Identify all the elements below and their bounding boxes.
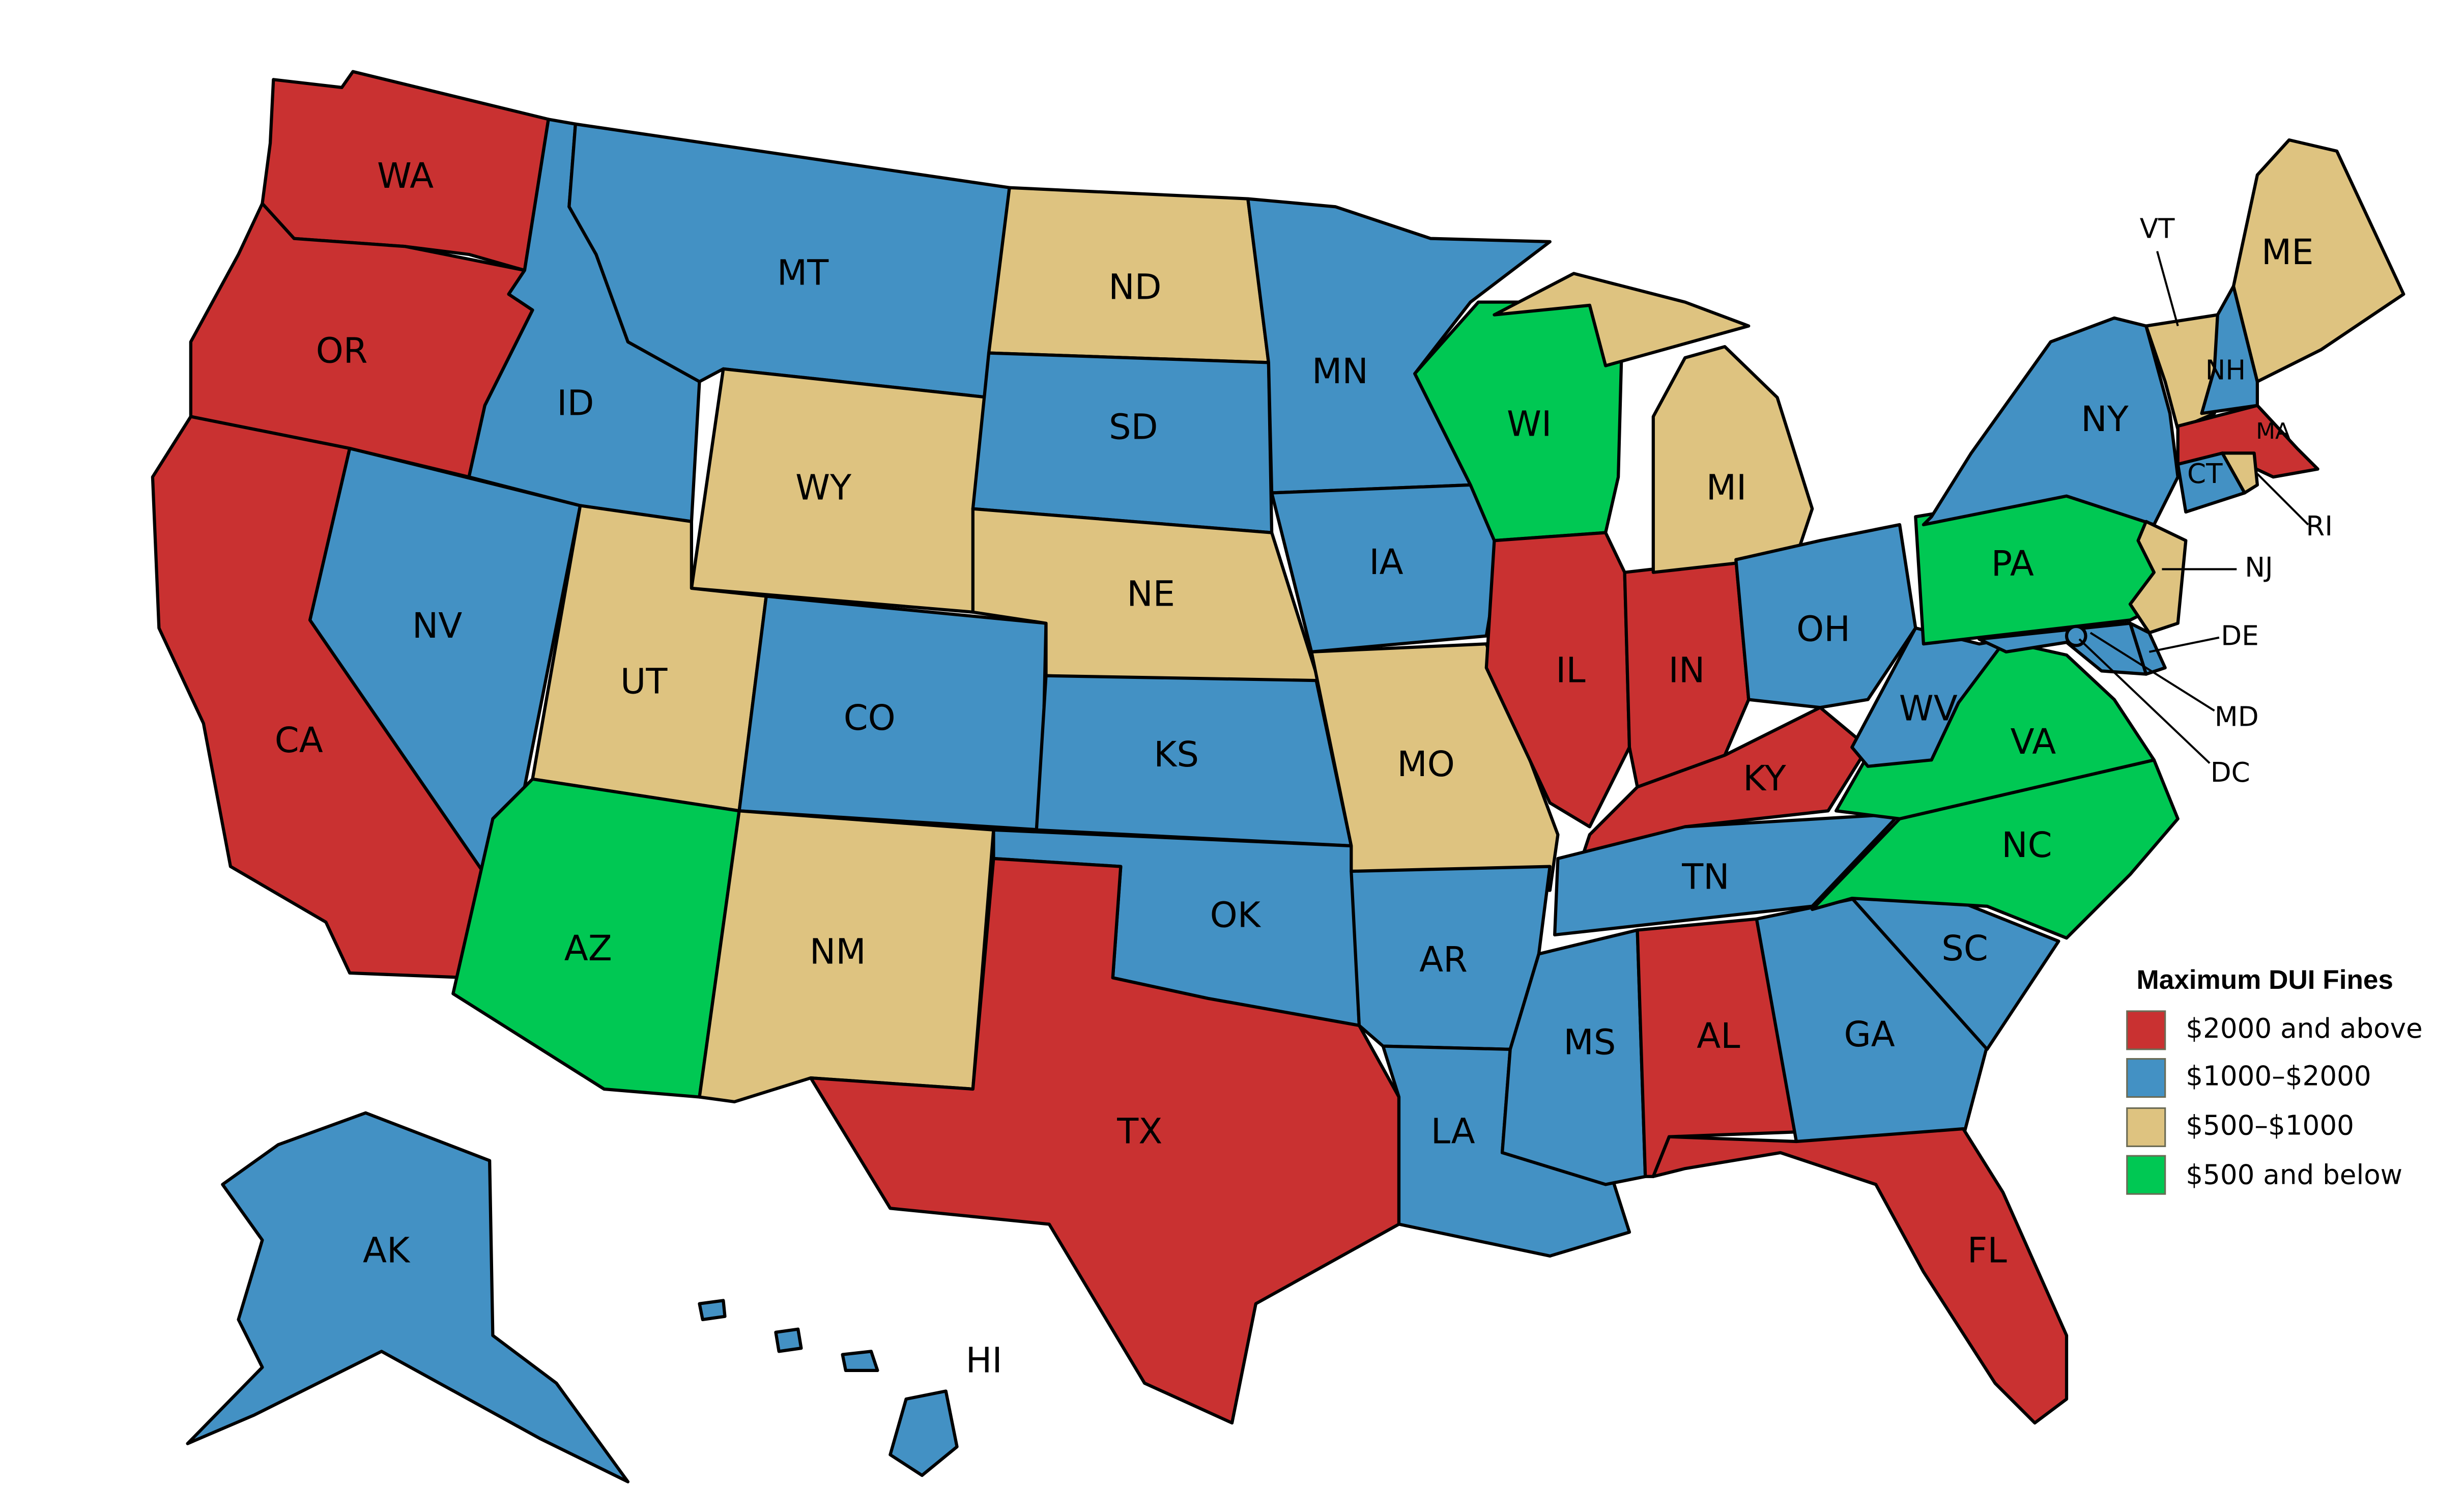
- state-hi: [774, 1327, 803, 1353]
- state-label-nd: ND: [1108, 267, 1161, 308]
- state-label-ok: OK: [1210, 895, 1262, 936]
- state-label-wv: WV: [1899, 689, 1958, 729]
- state-ri: [2221, 451, 2259, 495]
- state-label-ny: NY: [2081, 399, 2129, 440]
- state-label-id: ID: [557, 383, 594, 424]
- state-label-ut: UT: [620, 661, 668, 702]
- legend-swatch-high: [2126, 1010, 2166, 1050]
- state-label-sd: SD: [1109, 407, 1158, 448]
- state-label-ak: AK: [363, 1231, 411, 1271]
- legend-swatch-midlow: [2126, 1107, 2166, 1147]
- legend-swatch-low: [2126, 1155, 2166, 1195]
- state-md: [1978, 621, 2148, 676]
- leader-line-md: [2089, 632, 2215, 712]
- state-tn: [1553, 812, 1902, 937]
- state-label-me: ME: [2261, 232, 2314, 273]
- state-label-nh: NH: [2205, 355, 2246, 386]
- state-label-mn: MN: [1312, 351, 1368, 392]
- state-oh: [1734, 523, 1917, 709]
- state-label-ga: GA: [1844, 1014, 1895, 1055]
- state-labels: WA OR CA NV ID MT WY UT AZ CO NM ND SD NE KS OK TX MN IA MO…: [275, 156, 2333, 1381]
- state-mn: [1246, 197, 1552, 495]
- state-label-la: LA: [1431, 1111, 1475, 1152]
- state-fl: [1651, 1127, 2069, 1425]
- state-label-ms: MS: [1563, 1022, 1616, 1063]
- state-label-de: DE: [2221, 620, 2258, 651]
- state-label-nc: NC: [2001, 825, 2052, 866]
- state-label-az: AZ: [564, 928, 612, 969]
- state-label-hi: HI: [966, 1340, 1002, 1381]
- state-mi: [1493, 272, 1751, 367]
- state-label-in: IN: [1669, 650, 1705, 691]
- state-label-ma: MA: [2256, 418, 2290, 444]
- state-label-fl: FL: [1967, 1231, 2007, 1271]
- state-label-pa: PA: [1991, 544, 2034, 584]
- state-label-mo: MO: [1397, 744, 1454, 785]
- state-label-ne: NE: [1127, 574, 1175, 615]
- legend-label-low: $500 and below: [2186, 1159, 2402, 1190]
- state-label-sc: SC: [1941, 928, 1988, 969]
- state-label-wy: WY: [795, 467, 852, 508]
- state-label-ct: CT: [2187, 458, 2223, 490]
- state-label-ar: AR: [1419, 939, 1468, 980]
- state-label-tn: TN: [1681, 857, 1729, 898]
- state-label-vt: VT: [2140, 213, 2175, 245]
- leader-line-ri: [2256, 473, 2309, 526]
- state-label-or: OR: [316, 331, 368, 372]
- state-label-oh: OH: [1796, 609, 1850, 649]
- state-label-ia: IA: [1369, 542, 1403, 583]
- state-label-nj: NJ: [2245, 552, 2273, 583]
- state-label-ri: RI: [2306, 510, 2333, 542]
- legend-swatch-midhigh: [2126, 1058, 2166, 1098]
- state-ny: [1922, 316, 2180, 527]
- state-label-co: CO: [844, 698, 896, 738]
- state-hi: [698, 1299, 727, 1322]
- legend-label-midhigh: $1000–$2000: [2186, 1061, 2371, 1092]
- leader-lines: [2078, 251, 2309, 764]
- state-tx: [809, 857, 1401, 1425]
- state-label-il: IL: [1556, 650, 1586, 691]
- state-hi: [841, 1350, 879, 1372]
- state-me: [2231, 138, 2405, 383]
- state-label-mt: MT: [777, 253, 829, 294]
- legend: Maximum DUI Fines $2000 and above $1000–…: [2126, 965, 2423, 1195]
- leader-line-dc: [2078, 638, 2211, 764]
- state-label-ky: KY: [1743, 758, 1787, 799]
- state-label-al: AL: [1697, 1016, 1740, 1057]
- leader-line-vt: [2156, 251, 2179, 327]
- state-nj: [2128, 520, 2188, 635]
- legend-title: Maximum DUI Fines: [2136, 965, 2393, 995]
- state-mi: [1651, 345, 1814, 574]
- state-label-wa: WA: [377, 156, 434, 196]
- legend-label-midlow: $500–$1000: [2186, 1110, 2354, 1142]
- state-label-mi: MI: [1706, 467, 1747, 508]
- state-label-va: VA: [2011, 722, 2056, 762]
- state-label-wi: WI: [1507, 404, 1552, 444]
- legend-label-high: $2000 and above: [2186, 1013, 2422, 1044]
- state-label-md: MD: [2215, 701, 2259, 733]
- state-label-nv: NV: [412, 606, 462, 646]
- state-label-tx: TX: [1116, 1111, 1162, 1152]
- state-label-dc: DC: [2211, 757, 2250, 788]
- state-label-ks: KS: [1154, 734, 1199, 775]
- states-layer: [151, 70, 2405, 1484]
- state-il: [1484, 531, 1631, 829]
- state-ak: [186, 1111, 630, 1484]
- leader-line-de: [2149, 636, 2220, 653]
- state-hi: [889, 1389, 959, 1477]
- state-label-nm: NM: [810, 931, 866, 972]
- state-wa: [261, 70, 550, 272]
- state-label-ca: CA: [275, 720, 323, 761]
